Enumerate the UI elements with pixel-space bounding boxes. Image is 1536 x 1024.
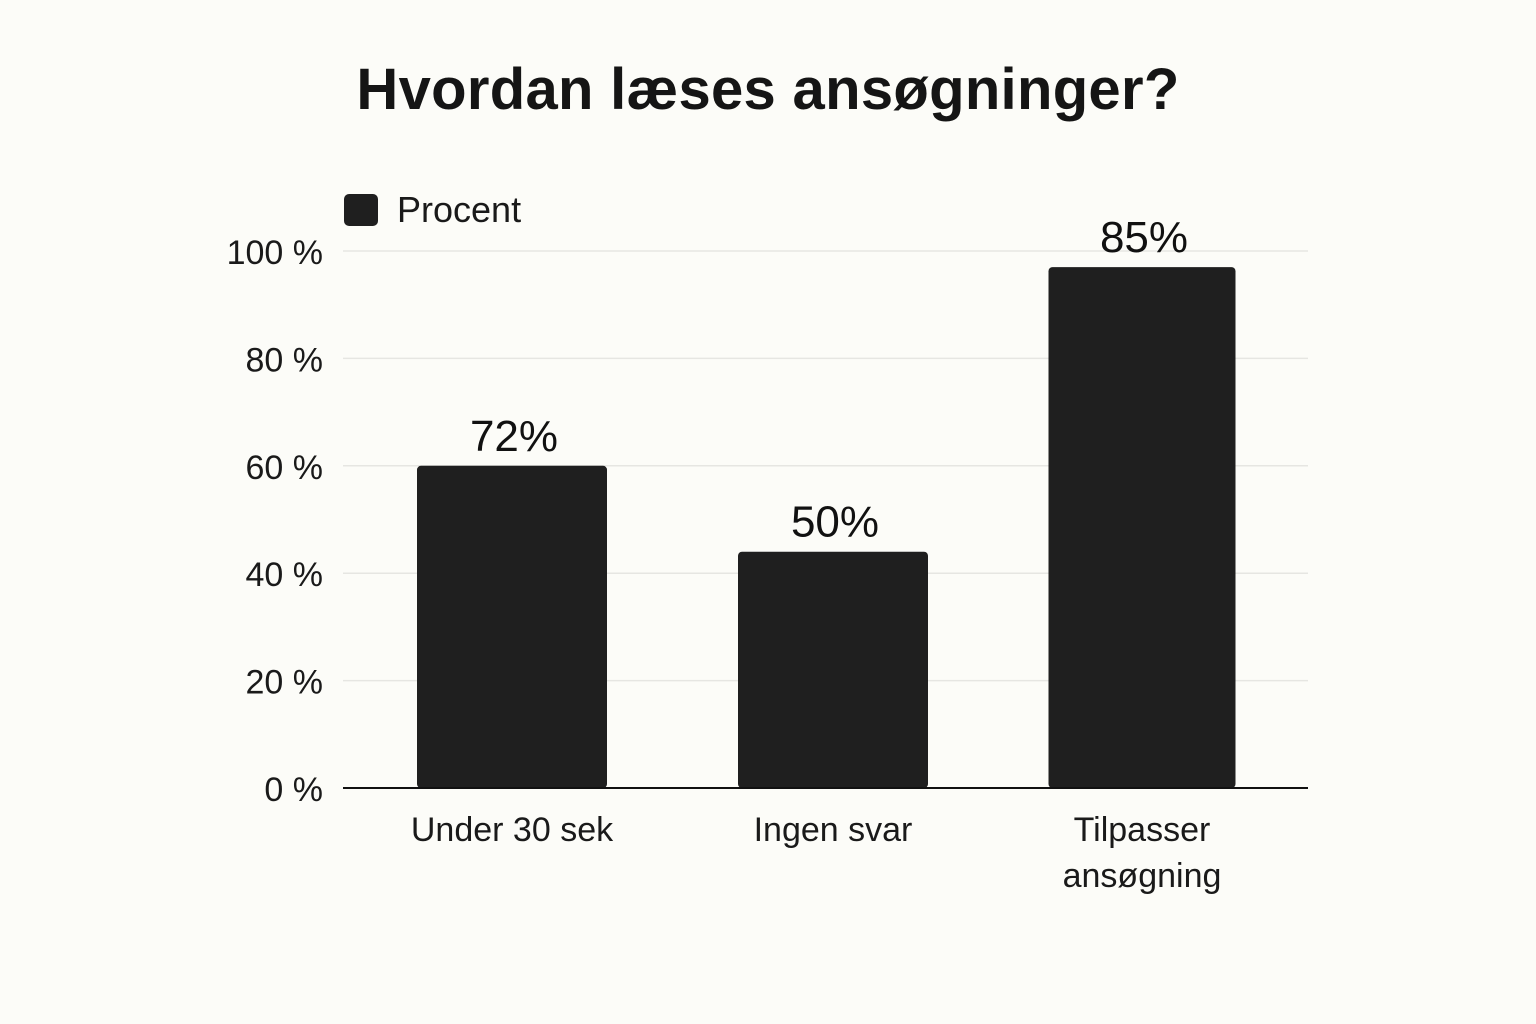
x-tick-label: Tilpasser ansøgning	[1063, 811, 1222, 895]
legend-swatch	[344, 194, 378, 226]
y-tick-label: 20 %	[246, 664, 324, 702]
data-label: 72%	[470, 412, 558, 461]
legend: Procent	[344, 189, 521, 231]
y-tick-label: 60 %	[246, 449, 324, 487]
y-tick-label: 40 %	[246, 556, 324, 594]
bar	[1048, 267, 1236, 788]
x-tick-label: Ingen svar	[754, 811, 913, 849]
data-label: 50%	[791, 498, 879, 547]
legend-label: Procent	[397, 189, 522, 230]
y-tick-label: 0 %	[264, 771, 323, 809]
bar	[417, 465, 607, 788]
y-tick-label: 80 %	[246, 341, 324, 379]
chart-title: Hvordan læses ansøgninger?	[356, 57, 1180, 122]
x-tick-label: Under 30 sek	[411, 811, 614, 849]
y-tick-label: 100 %	[227, 234, 323, 272]
bar	[738, 551, 928, 788]
data-label: 85%	[1100, 213, 1188, 262]
